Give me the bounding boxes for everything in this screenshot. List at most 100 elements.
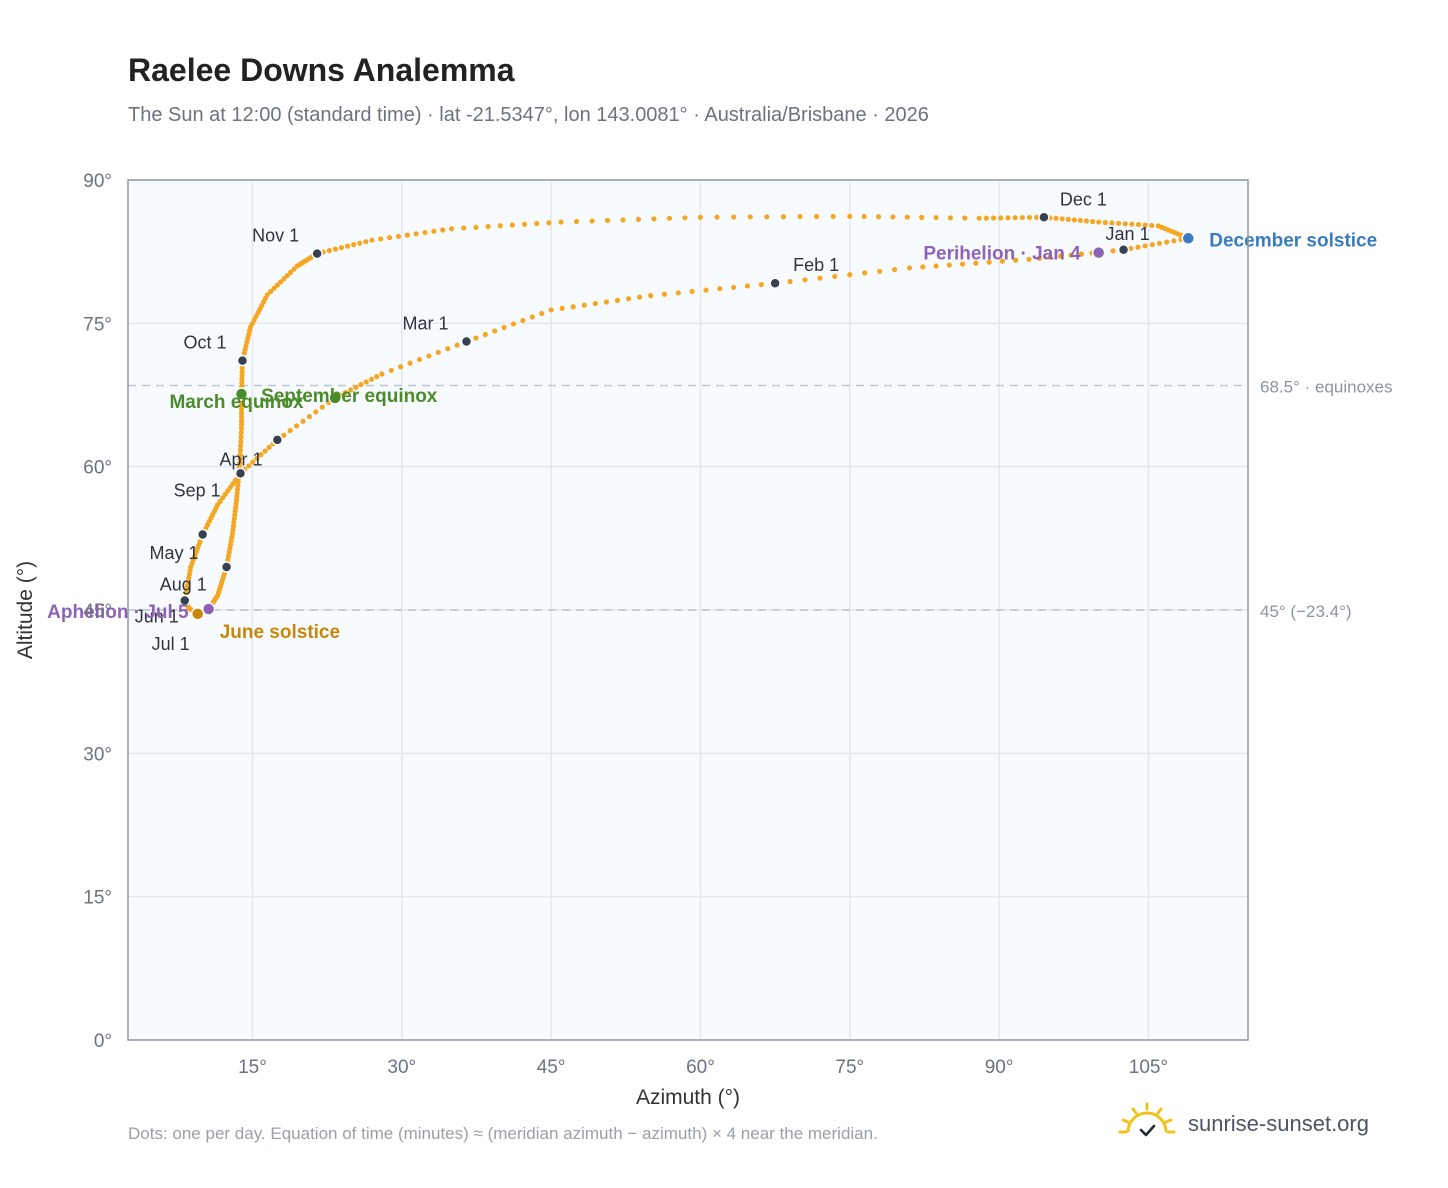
- daily-dot: [697, 214, 704, 220]
- event-marker: [1091, 245, 1106, 260]
- y-tick-label: 15°: [83, 888, 112, 909]
- x-tick-label: 45°: [537, 1057, 566, 1078]
- daily-dot: [357, 240, 363, 246]
- month-marker-label: Jun 1: [135, 606, 179, 626]
- reference-line-label: 45° (−23.4°): [1260, 602, 1352, 621]
- month-marker: [220, 561, 233, 573]
- daily-dot: [620, 217, 626, 223]
- daily-dot: [1142, 222, 1148, 228]
- daily-dot: [614, 297, 621, 303]
- month-marker-label: Dec 1: [1060, 189, 1107, 209]
- event-marker: [234, 387, 249, 401]
- daily-dot: [348, 387, 354, 393]
- daily-dot: [387, 235, 393, 241]
- daily-dot: [603, 299, 610, 305]
- daily-dot: [731, 284, 737, 290]
- daily-dot: [509, 222, 515, 228]
- daily-dot: [1171, 238, 1177, 244]
- event-marker: [1181, 231, 1196, 246]
- x-tick-label: 15°: [238, 1057, 267, 1078]
- daily-dot: [635, 216, 642, 222]
- daily-dot: [319, 404, 325, 410]
- daily-dot: [413, 231, 419, 237]
- daily-dot: [559, 305, 565, 311]
- daily-dot: [1115, 220, 1122, 226]
- daily-dot: [1059, 216, 1065, 222]
- x-axis-label: Azimuth (°): [636, 1086, 740, 1109]
- daily-dot: [306, 413, 313, 420]
- daily-dot: [758, 281, 764, 288]
- daily-dot: [675, 290, 681, 296]
- brand-text: sunrise-sunset.org: [1188, 1111, 1369, 1136]
- daily-dot: [689, 288, 695, 295]
- x-tick-label: 105°: [1129, 1057, 1168, 1078]
- daily-dot: [986, 259, 992, 265]
- x-tick-label: 30°: [387, 1057, 416, 1078]
- daily-dot: [847, 213, 853, 219]
- daily-dot: [1078, 251, 1085, 257]
- daily-dot: [682, 215, 688, 221]
- month-marker: [1117, 244, 1130, 256]
- month-marker: [196, 528, 209, 541]
- daily-dot: [920, 264, 926, 270]
- daily-dot: [797, 214, 803, 220]
- daily-dot: [1005, 215, 1011, 221]
- daily-dot: [473, 224, 479, 230]
- axes: 15° 30° 45° 60° 75° 90° 105° 0° 15° 30° 45° 60° 75° 9…: [83, 171, 1168, 1078]
- daily-dot: [237, 447, 243, 453]
- daily-dot: [521, 221, 528, 227]
- daily-dot: [1026, 256, 1032, 262]
- daily-dot: [933, 214, 939, 221]
- daily-dot: [388, 367, 394, 373]
- footnote: Dots: one per day. Equation of time (min…: [128, 1124, 878, 1143]
- daily-dot: [539, 310, 545, 317]
- daily-dot: [416, 356, 423, 363]
- daily-dot: [274, 282, 280, 288]
- x-tick-label: 60°: [686, 1057, 715, 1078]
- month-marker-label: Mar 1: [402, 313, 448, 333]
- brand[interactable]: sunrise-sunset.org: [1118, 1102, 1369, 1146]
- y-tick-label: 30°: [83, 744, 112, 765]
- daily-dot: [1096, 219, 1102, 225]
- x-tick-label: 90°: [985, 1057, 1014, 1078]
- daily-dot: [546, 220, 552, 226]
- daily-dot: [1019, 214, 1025, 221]
- daily-dot: [291, 266, 297, 272]
- daily-dot: [284, 272, 290, 279]
- daily-dot: [573, 218, 580, 225]
- event-label: Aphelion · Jul 5: [47, 602, 189, 623]
- daily-dot: [764, 214, 770, 220]
- daily-dot: [445, 346, 451, 352]
- daily-dot: [407, 360, 413, 366]
- daily-dot: [238, 418, 245, 424]
- month-marker-label: May 1: [150, 543, 199, 563]
- daily-dot: [830, 213, 836, 220]
- daily-dot: [238, 410, 245, 416]
- daily-dot: [378, 236, 384, 242]
- daily-dot: [287, 427, 293, 434]
- daily-dot: [1012, 215, 1018, 221]
- daily-dot: [485, 223, 491, 230]
- x-tick-label: 75°: [835, 1057, 864, 1078]
- daily-dot: [862, 270, 868, 276]
- daily-dot: [661, 291, 668, 297]
- daily-dot: [454, 342, 460, 348]
- event-marker: [328, 391, 342, 405]
- daily-dot: [604, 217, 611, 224]
- daily-dot: [946, 262, 952, 268]
- daily-dot: [592, 300, 598, 307]
- daily-dot: [374, 374, 380, 380]
- daily-dot: [268, 288, 274, 295]
- daily-dot: [529, 314, 535, 320]
- daily-dot: [548, 307, 554, 313]
- daily-dot: [313, 409, 319, 415]
- month-marker-label: Nov 1: [252, 226, 299, 246]
- daily-dot: [379, 371, 385, 377]
- daily-dot: [440, 227, 446, 233]
- month-marker-label: Oct 1: [183, 333, 226, 353]
- daily-dot: [832, 273, 838, 280]
- month-marker-label: Jan 1: [1106, 224, 1150, 244]
- daily-dot: [238, 430, 244, 436]
- daily-dot: [747, 214, 753, 220]
